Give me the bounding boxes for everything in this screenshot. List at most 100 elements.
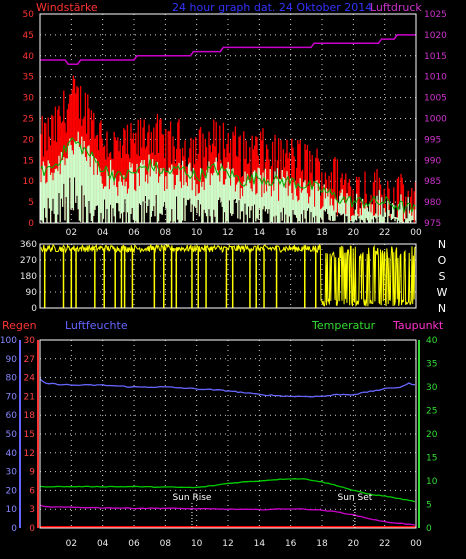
time-tick-label: 02 bbox=[66, 228, 77, 238]
chart-title: 24 hour graph dat. 24 Oktober 2014 bbox=[172, 1, 373, 14]
temperature-tick-label: 40 bbox=[426, 336, 438, 346]
direction-panel-frame bbox=[39, 243, 417, 309]
humidity-tick-label: 20 bbox=[6, 486, 18, 496]
pressure-tick-label: 1015 bbox=[424, 52, 447, 62]
temperature-tick-label: 15 bbox=[426, 454, 437, 464]
temperature-tick-label: 30 bbox=[426, 383, 438, 393]
wind-direction-line bbox=[40, 243, 416, 307]
direction-tick-label: 360 bbox=[20, 240, 37, 250]
wind-tick-label: 50 bbox=[23, 10, 35, 20]
pressure-tick-label: 985 bbox=[424, 177, 441, 187]
rain-tick-label: 12 bbox=[24, 449, 35, 459]
time-tick-label: 08 bbox=[160, 539, 172, 549]
time-tick-label: 20 bbox=[348, 539, 360, 549]
time-tick-label: 00 bbox=[410, 539, 422, 549]
compass-label: N bbox=[438, 302, 446, 315]
direction-tick-label: 180 bbox=[20, 272, 37, 282]
humidity-tick-label: 80 bbox=[6, 374, 18, 384]
rain-tick-label: 0 bbox=[29, 524, 35, 534]
humidity-tick-label: 40 bbox=[6, 449, 18, 459]
wind-tick-label: 40 bbox=[23, 52, 35, 62]
humidity-tick-label: 70 bbox=[6, 392, 18, 402]
rain-tick-label: 24 bbox=[24, 374, 36, 384]
time-tick-label: 16 bbox=[285, 228, 297, 238]
rain-tick-label: 15 bbox=[24, 430, 35, 440]
compass-label: W bbox=[437, 286, 448, 299]
wind-axis-label: Windstärke bbox=[36, 1, 98, 14]
temperature-tick-label: 20 bbox=[426, 430, 438, 440]
wind-tick-label: 45 bbox=[23, 31, 34, 41]
pressure-tick-label: 990 bbox=[424, 156, 441, 166]
direction-tick-label: 270 bbox=[20, 256, 37, 266]
temperature-tick-label: 0 bbox=[426, 524, 432, 534]
dewpoint-line bbox=[39, 504, 416, 526]
time-tick-label: 20 bbox=[348, 228, 360, 238]
time-tick-label: 04 bbox=[97, 539, 109, 549]
rain-axis-label: Regen bbox=[2, 319, 37, 332]
wind-tick-label: 0 bbox=[28, 219, 34, 229]
time-tick-label: 22 bbox=[379, 228, 390, 238]
time-tick-label: 06 bbox=[128, 228, 140, 238]
compass-label: O bbox=[438, 254, 447, 267]
humidity-axis-label: Luftfeuchte bbox=[65, 319, 128, 332]
pressure-tick-label: 1005 bbox=[424, 94, 447, 104]
time-tick-label: 12 bbox=[222, 539, 233, 549]
pressure-tick-label: 1000 bbox=[424, 115, 447, 125]
rain-tick-label: 6 bbox=[29, 486, 35, 496]
temperature-line bbox=[39, 478, 416, 503]
humidity-tick-label: 90 bbox=[6, 355, 18, 365]
sunset-label: Sun Set bbox=[338, 493, 373, 503]
wind-tick-label: 10 bbox=[23, 177, 35, 187]
wind-panel-frame bbox=[39, 13, 417, 224]
temperature-tick-label: 5 bbox=[426, 501, 432, 511]
wind-tick-label: 5 bbox=[28, 198, 34, 208]
sunrise-label: Sun Rise bbox=[172, 493, 211, 503]
time-tick-label: 02 bbox=[66, 539, 77, 549]
wind-tick-label: 25 bbox=[23, 115, 34, 125]
temperature-tick-label: 35 bbox=[426, 360, 437, 370]
rain-tick-label: 9 bbox=[29, 468, 35, 478]
pressure-tick-label: 1025 bbox=[424, 10, 447, 20]
dewpoint-axis-label: Taupunkt bbox=[393, 319, 444, 332]
time-tick-label: 14 bbox=[254, 228, 266, 238]
humidity-tick-label: 50 bbox=[6, 430, 18, 440]
humidity-tick-label: 60 bbox=[6, 411, 18, 421]
pressure-tick-label: 1020 bbox=[424, 31, 447, 41]
wind-tick-label: 15 bbox=[23, 156, 34, 166]
temperature-tick-label: 25 bbox=[426, 407, 437, 417]
time-tick-label: 16 bbox=[285, 539, 297, 549]
humidity-tick-label: 100 bbox=[0, 336, 17, 346]
time-tick-label: 08 bbox=[160, 228, 172, 238]
direction-tick-label: 90 bbox=[26, 288, 38, 298]
time-tick-label: 22 bbox=[379, 539, 390, 549]
humidity-line bbox=[39, 378, 416, 398]
wind-tick-label: 35 bbox=[23, 73, 34, 83]
direction-tick-label: 0 bbox=[31, 304, 37, 314]
compass-label: N bbox=[438, 238, 446, 251]
time-tick-label: 12 bbox=[222, 228, 233, 238]
compass-label: S bbox=[439, 270, 446, 283]
wind-tick-label: 30 bbox=[23, 94, 35, 104]
temperature-tick-label: 10 bbox=[426, 477, 438, 487]
rain-tick-label: 30 bbox=[24, 336, 36, 346]
pressure-tick-label: 980 bbox=[424, 198, 441, 208]
pressure-line bbox=[40, 34, 416, 65]
rain-tick-label: 3 bbox=[29, 505, 35, 515]
time-tick-label: 10 bbox=[191, 228, 203, 238]
time-tick-label: 06 bbox=[128, 539, 140, 549]
humidity-tick-label: 10 bbox=[6, 505, 18, 515]
pressure-tick-label: 975 bbox=[424, 219, 441, 229]
temperature-axis-label: Temperatur bbox=[312, 319, 376, 332]
humidity-tick-label: 30 bbox=[6, 468, 18, 478]
time-tick-label: 18 bbox=[316, 228, 328, 238]
time-tick-label: 04 bbox=[97, 228, 109, 238]
rain-tick-label: 21 bbox=[24, 392, 35, 402]
time-tick-label: 00 bbox=[410, 228, 422, 238]
humidity-tick-label: 0 bbox=[11, 524, 17, 534]
time-tick-label: 14 bbox=[254, 539, 266, 549]
pressure-tick-label: 1010 bbox=[424, 73, 447, 83]
pressure-tick-label: 995 bbox=[424, 135, 441, 145]
wind-direction-series bbox=[40, 243, 416, 308]
climate-panel-frame bbox=[39, 339, 417, 529]
